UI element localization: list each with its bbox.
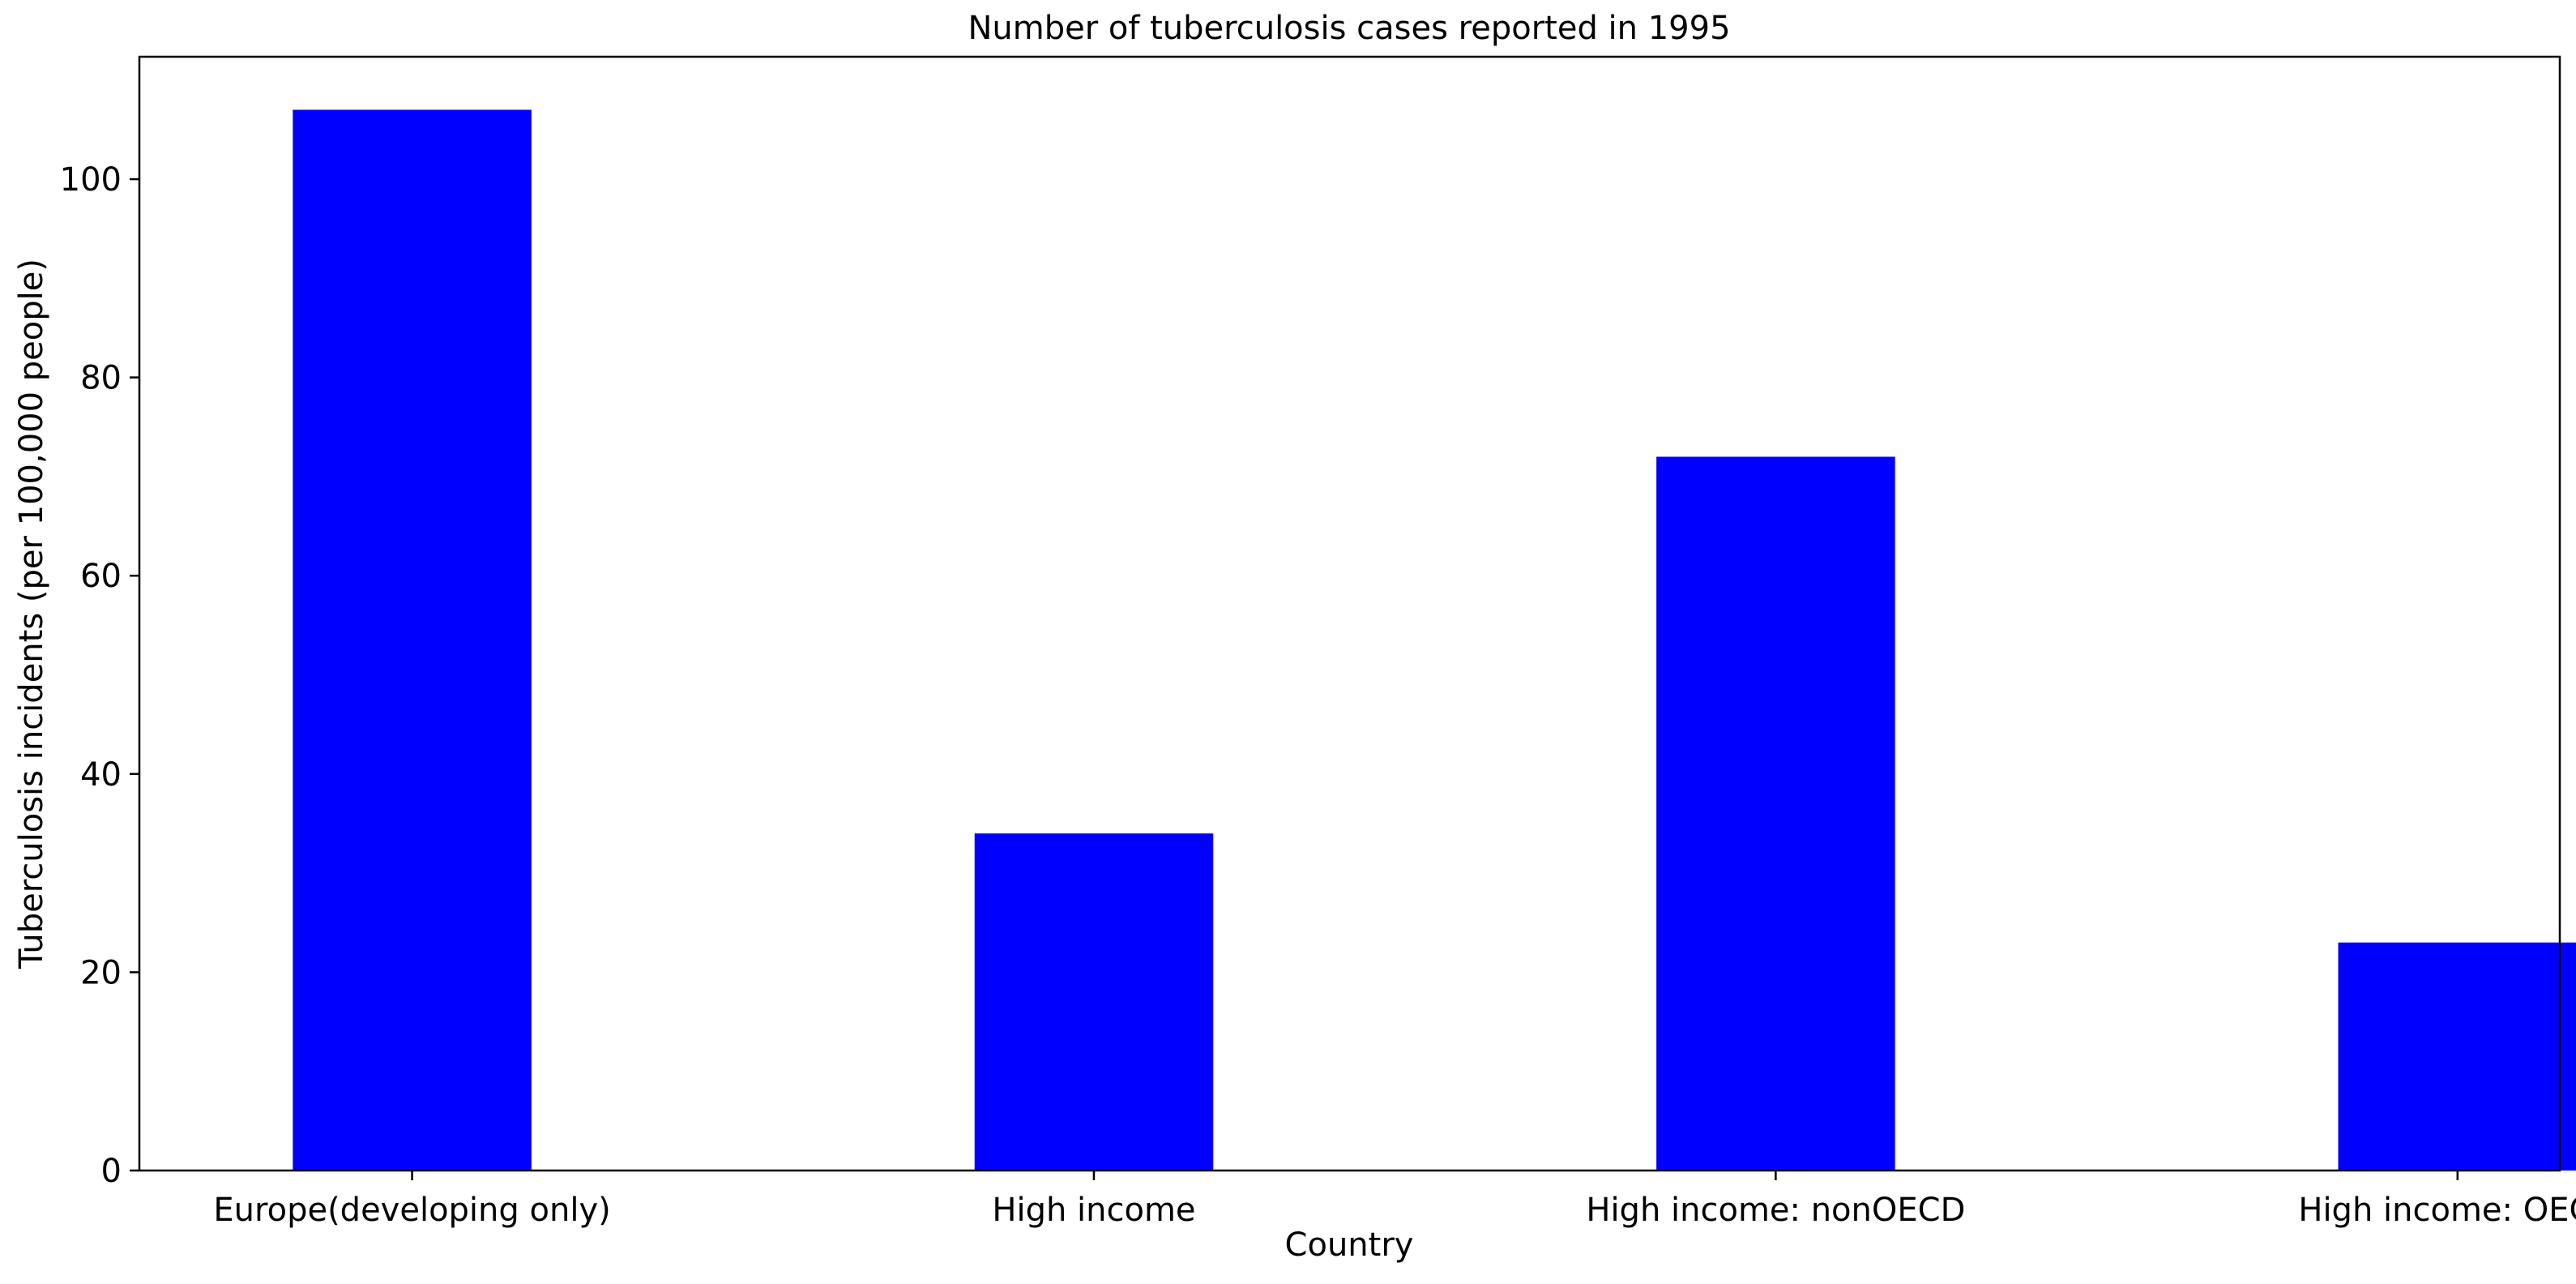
y-tick-label: 80	[80, 360, 122, 397]
y-tick-label: 20	[80, 954, 122, 991]
x-tick-label: High income	[992, 1192, 1195, 1229]
x-axis: Europe(developing only) High income High i…	[213, 1171, 2576, 1229]
bar	[2338, 942, 2576, 1171]
y-tick-label: 100	[60, 161, 122, 199]
y-axis: 0 20 40 60 80 100	[60, 161, 139, 1190]
x-axis-label: Country	[1285, 1226, 1414, 1264]
plot-frame	[138, 55, 2561, 1172]
bars-group	[293, 109, 2576, 1171]
bar	[974, 833, 1214, 1171]
x-tick-label: Europe(developing only)	[213, 1192, 610, 1229]
chart-title: Number of tuberculosis cases reported in…	[968, 10, 1730, 47]
bar	[1656, 456, 1895, 1171]
bar	[293, 109, 532, 1171]
x-tick-label: High income: nonOECD	[1586, 1192, 1965, 1229]
y-tick-label: 0	[101, 1153, 122, 1190]
x-tick-label: High income: OECD	[2298, 1192, 2576, 1229]
y-tick-label: 40	[80, 756, 122, 794]
y-axis-label: Tuberculosis incidents (per 100,000 peop…	[13, 259, 50, 969]
y-tick-label: 60	[80, 558, 122, 595]
